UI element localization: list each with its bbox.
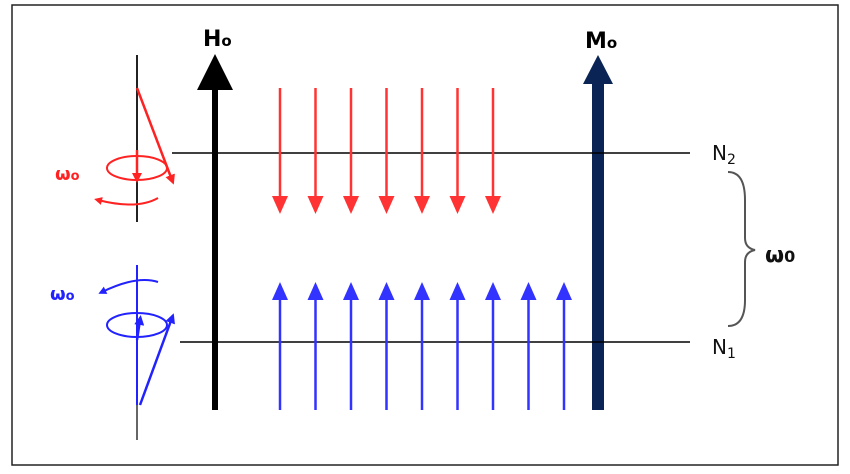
up-spin-head xyxy=(556,282,572,300)
down-spin-head xyxy=(450,196,466,214)
up-spin-head xyxy=(485,282,501,300)
up-spin-head xyxy=(450,282,466,300)
down-spin-head xyxy=(414,196,430,214)
up-spin-head xyxy=(414,282,430,300)
diagram: Ho Mo N2 N1 ωo ωo ω0 xyxy=(0,0,850,474)
down-spin-head xyxy=(379,196,395,214)
label-sub: 0 xyxy=(784,247,795,266)
field-label: Ho xyxy=(203,27,232,52)
down-spin-head xyxy=(343,196,359,214)
down-spin-head xyxy=(308,196,324,214)
label-sub: 1 xyxy=(727,346,736,362)
label-main: ω xyxy=(765,243,784,268)
label-main: M xyxy=(585,29,607,54)
frame xyxy=(12,5,838,465)
up-spin-head xyxy=(308,282,324,300)
up-spin-head xyxy=(379,282,395,300)
label-main: N xyxy=(712,335,727,359)
label-main: N xyxy=(712,141,727,165)
gap-label: ω0 xyxy=(765,243,795,268)
label-sub: 2 xyxy=(727,152,736,168)
lower-level-label: N1 xyxy=(712,335,736,362)
rotation xyxy=(102,280,158,292)
magnetization-label: Mo xyxy=(585,29,617,54)
label-main: ω xyxy=(55,164,71,185)
label-sub: o xyxy=(221,32,231,50)
magnetization-head xyxy=(583,55,613,84)
label-sub: o xyxy=(71,169,80,184)
up-spin-head xyxy=(521,282,537,300)
up-spin-head xyxy=(272,282,288,300)
upper-precession-label: ωo xyxy=(55,164,80,185)
label-main: H xyxy=(203,27,221,52)
spin xyxy=(140,318,172,405)
arrows xyxy=(98,55,755,440)
lower-precession-label: ωo xyxy=(50,284,75,305)
brace xyxy=(728,172,755,326)
down-spin-head xyxy=(272,196,288,214)
label-main: ω xyxy=(50,284,66,305)
up-spin-head xyxy=(343,282,359,300)
label-sub: o xyxy=(607,34,617,52)
rotation xyxy=(98,198,158,205)
upper-level-label: N2 xyxy=(712,141,736,168)
label-sub: o xyxy=(66,289,75,304)
down-spin-head xyxy=(485,196,501,214)
